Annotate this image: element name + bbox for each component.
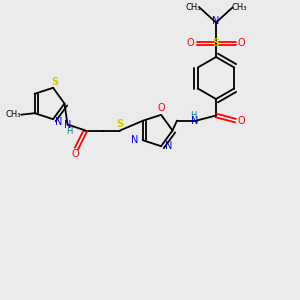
Text: S: S	[51, 77, 58, 87]
Text: N: N	[56, 117, 63, 127]
Text: O: O	[187, 38, 194, 49]
Text: S: S	[116, 119, 124, 129]
Text: N: N	[64, 119, 71, 130]
Text: CH₃: CH₃	[5, 110, 20, 119]
Text: O: O	[238, 38, 245, 49]
Text: N: N	[165, 141, 172, 151]
Text: N: N	[131, 135, 139, 145]
Text: S: S	[212, 38, 220, 49]
Text: CH₃: CH₃	[231, 3, 247, 12]
Text: O: O	[238, 116, 245, 126]
Text: CH₃: CH₃	[185, 3, 201, 12]
Text: H: H	[66, 127, 72, 136]
Text: O: O	[71, 149, 79, 159]
Text: N: N	[191, 116, 199, 126]
Text: O: O	[157, 103, 165, 113]
Text: H: H	[190, 111, 197, 120]
Text: N: N	[212, 16, 220, 26]
